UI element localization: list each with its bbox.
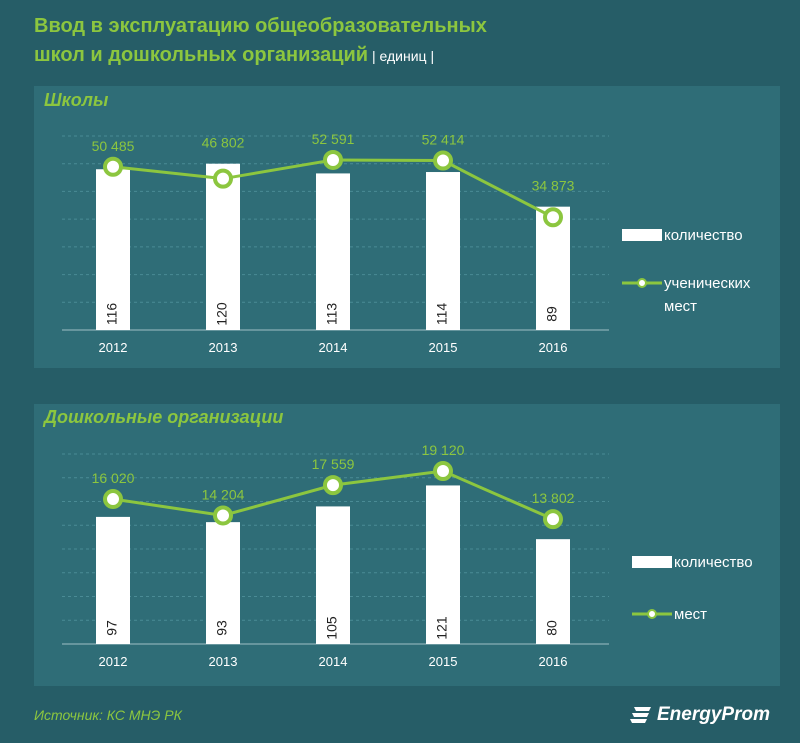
- line-point-2015: [433, 461, 453, 482]
- bar-2013: [206, 163, 240, 330]
- line-point-2014: [323, 149, 343, 170]
- line-point-2016: [543, 509, 563, 530]
- line-point-2013: [213, 168, 233, 189]
- bar-2014: [316, 506, 350, 644]
- legend-line-marker: [647, 609, 657, 619]
- x-tick-label-2013: 2013: [209, 654, 238, 669]
- bar-label-2012: 97: [104, 620, 120, 636]
- bar-2015: [426, 485, 460, 644]
- line-point-2015: [433, 150, 453, 171]
- legend-line-marker: [637, 278, 647, 288]
- bar-2016: [536, 539, 570, 644]
- line-point-2014: [323, 475, 343, 496]
- bar-2015: [426, 172, 460, 330]
- x-tick-label-2015: 2015: [429, 654, 458, 669]
- x-tick-label-2015: 2015: [429, 340, 458, 355]
- preschool-panel: Дошкольные организации 97 2012 93 2013 105 20…: [34, 404, 780, 686]
- line-label-2014: 52 591: [312, 131, 355, 147]
- bar-2014: [316, 173, 350, 330]
- line-label-2014: 17 559: [312, 456, 355, 472]
- line-point-2012: [103, 489, 123, 510]
- legend-line-label: ученических: [664, 275, 751, 292]
- bar-label-2012: 116: [104, 303, 120, 326]
- legend-bar-label: количество: [674, 554, 753, 571]
- title-line-2: школ и дошкольных организаций: [34, 44, 369, 66]
- energyprom-logo-text: EnergyProm: [657, 704, 770, 725]
- bar-label-2016: 89: [544, 306, 560, 322]
- line-label-2013: 14 204: [202, 486, 245, 502]
- legend-line-label: мест: [664, 298, 697, 315]
- bar-label-2013: 120: [214, 302, 230, 326]
- bar-label-2013: 93: [214, 620, 230, 636]
- line-label-2015: 52 414: [422, 132, 465, 148]
- bar-2013: [206, 522, 240, 644]
- title-unit: | единиц |: [368, 48, 435, 64]
- line-point-2012: [103, 156, 123, 177]
- chart-title: Ввод в эксплуатацию общеобразовательных …: [34, 12, 634, 71]
- line-label-2015: 19 120: [422, 442, 465, 458]
- legend-bar-swatch: [632, 556, 672, 568]
- bar-2012: [96, 169, 130, 330]
- line-label-2012: 50 485: [92, 138, 135, 154]
- schools-panel-title: Школы: [44, 90, 109, 110]
- bar-label-2016: 80: [544, 620, 560, 636]
- bar-label-2015: 114: [434, 303, 450, 326]
- x-tick-label-2016: 2016: [539, 654, 568, 669]
- x-tick-label-2016: 2016: [539, 340, 568, 355]
- line-point-2016: [543, 207, 563, 228]
- line-label-2012: 16 020: [92, 470, 135, 486]
- bar-label-2015: 121: [434, 616, 450, 640]
- x-tick-label-2012: 2012: [99, 340, 128, 355]
- source-note: Источник: КС МНЭ РК: [34, 707, 182, 723]
- energyprom-logo: EnergyProm: [630, 704, 770, 726]
- x-tick-label-2014: 2014: [319, 340, 348, 355]
- line-point-2013: [213, 505, 233, 526]
- legend-line-label: мест: [674, 606, 707, 623]
- line-label-2016: 34 873: [532, 178, 575, 194]
- x-tick-label-2012: 2012: [99, 654, 128, 669]
- x-tick-label-2014: 2014: [319, 654, 348, 669]
- bar-label-2014: 105: [324, 616, 340, 640]
- line-label-2016: 13 802: [532, 490, 575, 506]
- schools-panel: Школы 116 2012 120 2013 113 2014 114 2015 89 2016…: [34, 86, 780, 368]
- preschool-chart: 97 2012 93 2013 105 2014 121 2015 80 2016 16 020 14…: [62, 442, 753, 669]
- preschool-panel-title: Дошкольные организации: [44, 407, 284, 427]
- legend-bar-label: количество: [664, 227, 743, 244]
- x-tick-label-2013: 2013: [209, 340, 238, 355]
- legend-bar-swatch: [622, 229, 662, 241]
- bar-2012: [96, 516, 130, 644]
- bar-label-2014: 113: [324, 303, 340, 326]
- energyprom-logo-icon: [630, 707, 651, 723]
- line-label-2013: 46 802: [202, 135, 245, 151]
- schools-chart: 116 2012 120 2013 113 2014 114 2015 89 2016 50 485…: [62, 131, 751, 355]
- title-line-1: Ввод в эксплуатацию общеобразовательных: [34, 15, 487, 37]
